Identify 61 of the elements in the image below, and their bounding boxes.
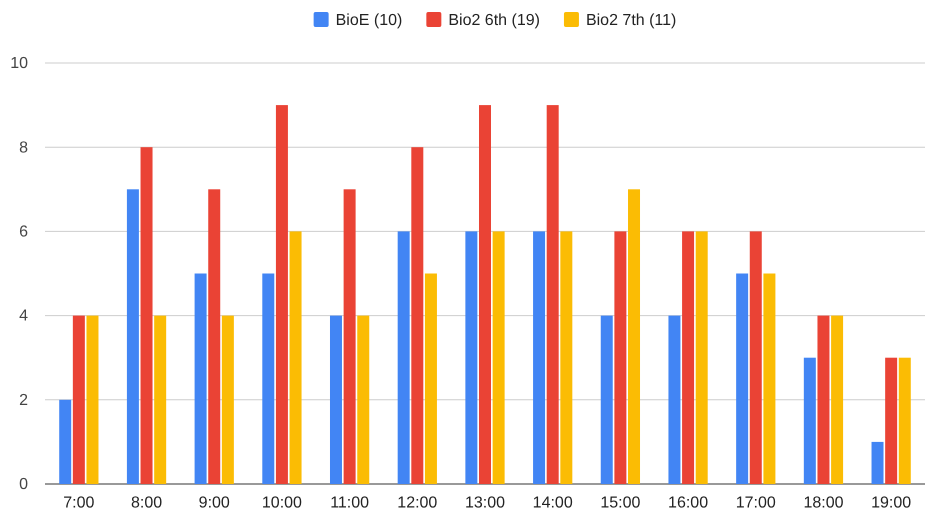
x-tick-label: 18:00 [803,494,844,512]
bar [872,442,884,484]
y-tick-label: 8 [19,139,28,156]
bar [262,274,274,484]
x-tick-label: 12:00 [397,494,438,512]
bar [276,105,288,484]
bar [885,358,898,484]
bar [898,358,911,484]
x-tick-label: 8:00 [130,494,162,512]
bar [628,189,640,484]
bar [357,316,370,484]
bar [831,316,844,484]
bar [59,400,72,484]
bar [533,231,546,484]
y-tick-label: 2 [19,392,28,409]
bar [600,316,613,484]
bar [560,231,572,484]
bar [424,274,437,484]
x-tick-label: 17:00 [736,494,776,512]
legend-label: Bio2 6th (19) [448,12,540,29]
bar [344,189,356,484]
bar [804,358,816,484]
bar [546,105,559,484]
x-tick-label: 19:00 [871,494,912,512]
bar [682,231,694,484]
bar [411,147,424,484]
bar [763,274,776,484]
legend-label: Bio2 7th (11) [586,12,676,29]
bar [290,231,302,484]
bar [696,231,708,484]
bar [668,316,680,484]
bar [614,231,626,484]
x-tick-label: 11:00 [330,494,370,512]
bar [398,231,410,484]
bar [140,147,153,484]
y-tick-label: 0 [19,476,28,494]
bar [492,231,505,484]
legend-label: BioE (10) [336,12,402,29]
bar [750,231,762,484]
bar [736,274,748,484]
y-tick-label: 10 [10,55,28,72]
x-tick-label: 9:00 [198,494,230,512]
bar [330,316,342,484]
bar [479,105,491,484]
x-tick-label: 13:00 [464,494,506,512]
bar [126,189,139,484]
bar [208,189,220,484]
x-tick-label: 15:00 [600,494,640,512]
y-tick-label: 4 [19,308,28,325]
x-tick-label: 10:00 [262,494,302,512]
y-tick-label: 6 [19,224,28,241]
x-tick-label: 16:00 [668,494,708,512]
bar [222,316,234,484]
bar [817,316,830,484]
bar [72,316,85,484]
x-tick-label: 7:00 [63,494,95,512]
bar [154,316,166,484]
bar [86,316,98,484]
bar [194,274,207,484]
bar [465,231,478,484]
x-tick-label: 14:00 [532,494,573,512]
